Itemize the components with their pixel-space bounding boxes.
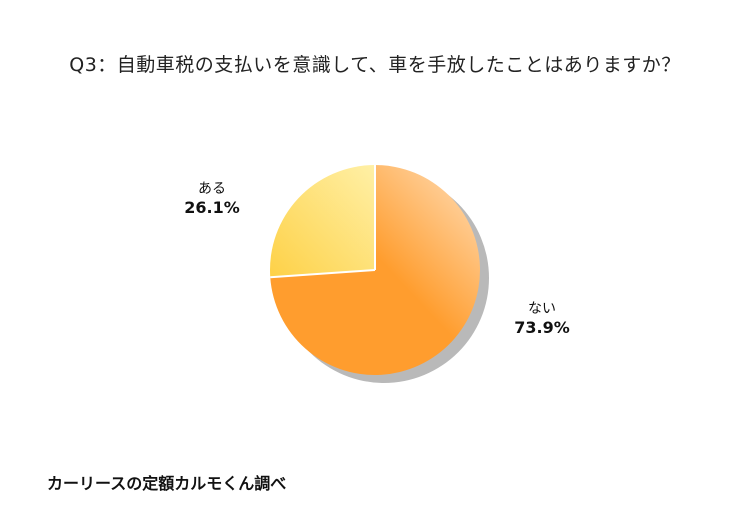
chart-title: Q3：自動車税の支払いを意識して、車を手放したことはありますか？: [69, 54, 681, 76]
pie-slice-aru: [269, 165, 375, 278]
source-credit: カーリースの定額カルモくん調べ: [47, 474, 287, 493]
slice-name-aru: ある: [198, 181, 226, 197]
slice-name-nai: ない: [528, 301, 556, 317]
slice-label-nai: ない 73.9%: [502, 300, 582, 338]
slice-percent-aru: 26.1%: [184, 198, 240, 217]
pie-divider-left: [270, 269, 376, 279]
slice-percent-nai: 73.9%: [514, 318, 570, 337]
slice-label-aru: ある 26.1%: [172, 180, 252, 218]
